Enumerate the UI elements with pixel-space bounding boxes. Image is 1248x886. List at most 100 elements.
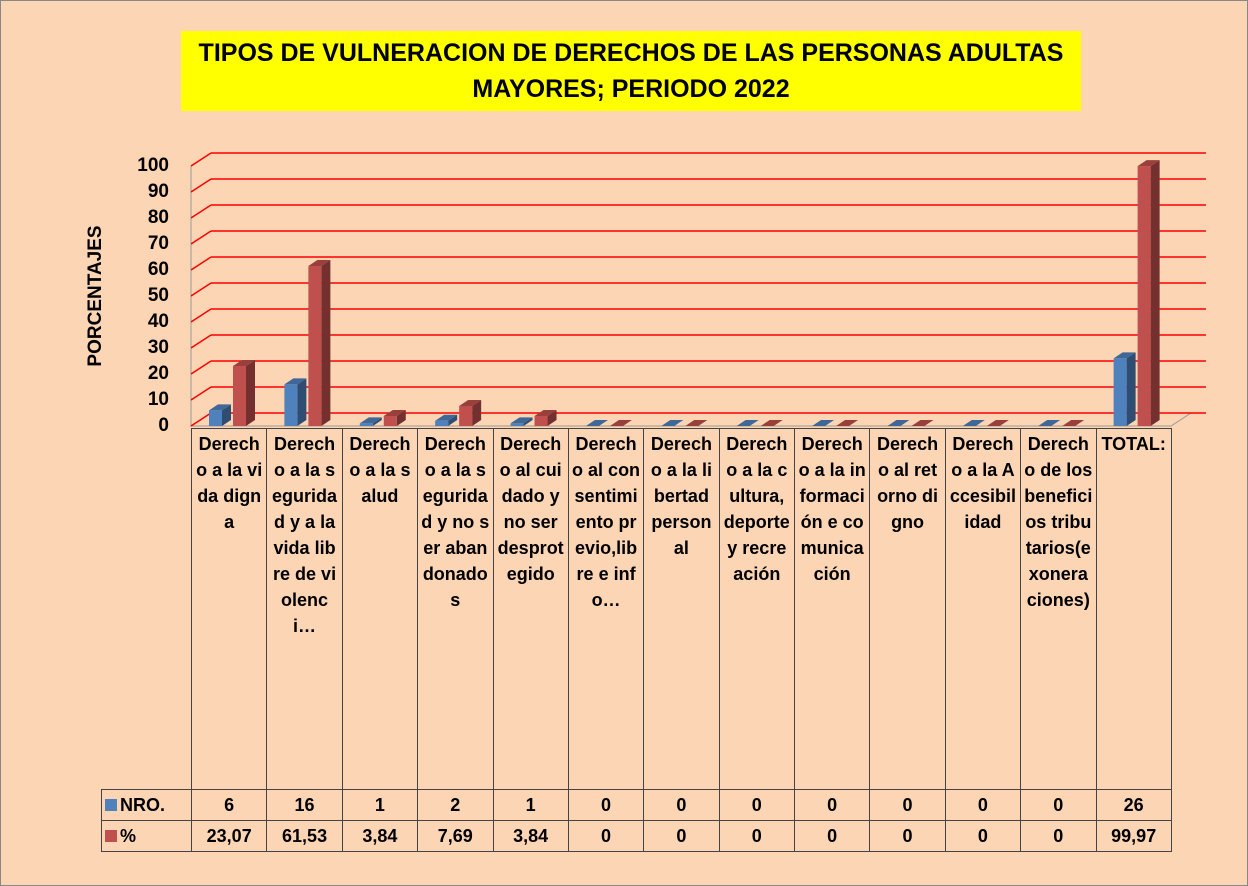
bar-top: [1113, 352, 1136, 359]
table-value: 1: [492, 789, 569, 821]
grid-diagonal: [190, 178, 212, 193]
legend-label: %: [120, 826, 137, 846]
grid-diagonal: [190, 152, 212, 167]
x-tick-label: Derecho a la seguridad y no ser abandona…: [417, 428, 494, 790]
y-axis-label: PORCENTAJES: [85, 225, 106, 366]
x-tick-label: Derecho al cuidado y no ser desprotegido: [492, 428, 569, 790]
bar-top: [1137, 160, 1160, 167]
y-tick-label: 0: [158, 415, 169, 436]
y-tick-label: 10: [148, 389, 169, 410]
bar: [534, 416, 548, 426]
x-tick-label: Derecho a la cultura, deporte y recreaci…: [718, 428, 796, 790]
bar: [459, 406, 473, 426]
grid-diagonal: [190, 204, 212, 219]
table-value: 0: [1020, 789, 1097, 821]
bar-top: [585, 420, 608, 426]
bar: [209, 410, 222, 426]
bar-top: [510, 417, 533, 424]
table-value: 0: [718, 820, 796, 852]
bar-side: [396, 410, 406, 426]
bar: [435, 420, 449, 426]
bar: [383, 416, 397, 426]
table-value: 61,53: [266, 820, 343, 852]
table-value: 16: [266, 789, 343, 821]
table-value: 1: [341, 789, 419, 821]
x-tick-label: Derecho a la salud: [341, 428, 419, 790]
y-tick-label: 20: [148, 363, 169, 384]
grid-diagonal: [190, 412, 212, 427]
table-value: 0: [643, 789, 720, 821]
y-tick-label: 50: [148, 285, 169, 306]
bar: [359, 423, 373, 426]
x-tick-label: Derecho de los beneficios tributarios(ex…: [1020, 428, 1097, 790]
grid-diagonal: [190, 282, 212, 297]
grid-diagonal: [190, 360, 212, 375]
bar-side: [372, 417, 382, 426]
bar-top: [812, 420, 835, 426]
bar-top: [534, 410, 557, 417]
bar-side: [321, 260, 331, 426]
table-value: 0: [869, 820, 946, 852]
bar-side: [523, 417, 533, 426]
bar-top: [209, 404, 231, 411]
bar-side: [448, 414, 458, 426]
y-tick-label: 90: [148, 181, 169, 202]
bar-top: [1038, 420, 1061, 426]
bar-top: [308, 260, 331, 267]
table-value: 0: [793, 820, 871, 852]
x-tick-label: Derecho al retorno digno: [869, 428, 946, 790]
table-value: 0: [869, 789, 946, 821]
table-value: 0: [944, 789, 1022, 821]
x-tick-label: Derecho al consentimiento previo,libre e…: [567, 428, 645, 790]
bar-side: [1126, 352, 1136, 426]
y-tick-label: 80: [148, 207, 169, 228]
table-value: 23,07: [190, 820, 268, 852]
grid-diagonal: [190, 308, 212, 323]
bar-top: [911, 420, 934, 426]
bar-top: [609, 420, 632, 426]
bar: [233, 366, 246, 426]
bar-side: [297, 378, 307, 426]
table-value: 0: [944, 820, 1022, 852]
y-tick-label: 70: [148, 233, 169, 254]
x-tick-label: Derecho a la Accesibilidad: [944, 428, 1022, 790]
y-tick-label: 100: [137, 155, 169, 176]
bar-top: [383, 410, 406, 417]
table-value: 0: [567, 820, 645, 852]
category-row: Derecho a la vida digna Derecho a la segu…: [101, 428, 1172, 790]
x-tick-label: Derecho a la vida digna: [190, 428, 268, 790]
bar-side: [222, 404, 231, 426]
grid-diagonal: [190, 386, 212, 401]
bar-top: [359, 417, 382, 424]
x-tick-label: Derecho a la seguridad y a la vida libre…: [266, 428, 343, 790]
bar-side: [1150, 160, 1160, 426]
bar-side: [472, 400, 482, 426]
bar-top: [986, 420, 1009, 426]
x-tick-label: Derecho a la libertad personal: [643, 428, 720, 790]
chart-title: TIPOS DE VULNERACION DE DERECHOS DE LAS …: [181, 31, 1081, 111]
bar-side: [547, 410, 557, 426]
legend-entry: %: [101, 820, 192, 852]
bar-top: [1062, 420, 1085, 426]
grid-diagonal: [190, 334, 212, 349]
y-tick-label: 30: [148, 337, 169, 358]
grid-diagonal: [190, 256, 212, 271]
legend-entry: NRO.: [101, 789, 192, 821]
x-tick-label: Derecho a la información e comunicación: [793, 428, 871, 790]
bar: [308, 266, 322, 426]
table-value: 3,84: [341, 820, 419, 852]
table-value: 0: [793, 789, 871, 821]
grid-diagonal: [190, 230, 212, 245]
bar-top: [736, 420, 759, 426]
table-value: 0: [1020, 820, 1097, 852]
table-corner: [101, 428, 192, 790]
bar-top: [962, 420, 985, 426]
y-tick-label: 60: [148, 259, 169, 280]
bar: [510, 423, 524, 426]
y-tick-label: 40: [148, 311, 169, 332]
x-tick-label: TOTAL:: [1095, 428, 1172, 790]
legend-swatch: [105, 799, 117, 811]
bar-top: [836, 420, 859, 426]
